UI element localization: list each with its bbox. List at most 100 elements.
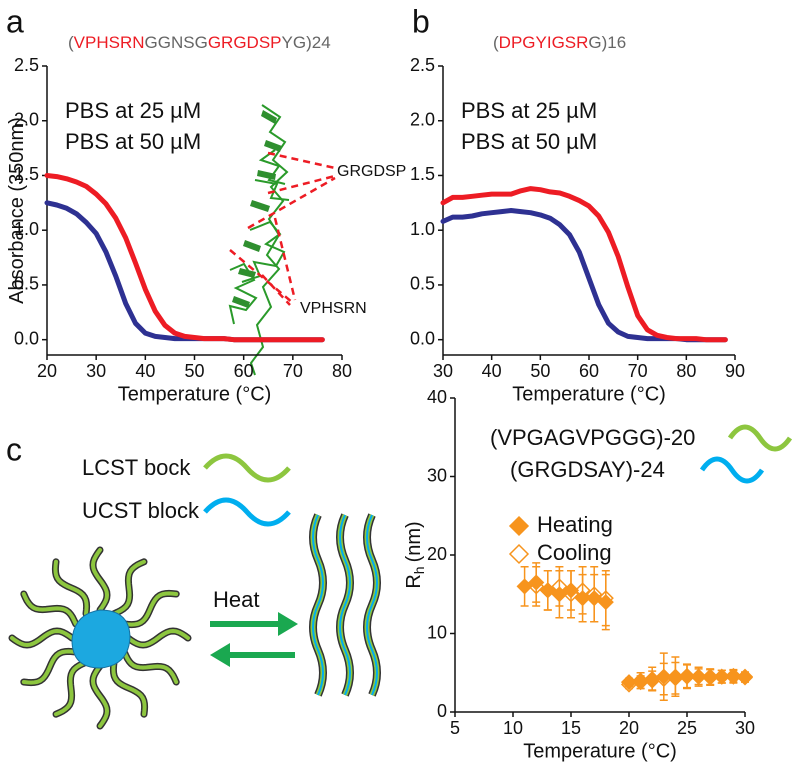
marker [562, 582, 580, 599]
marker [574, 590, 591, 607]
marker [528, 574, 545, 591]
x-tick-label: 15 [561, 718, 581, 738]
data-line [440, 208, 728, 343]
y-axis-label-unit: (nm) [403, 521, 425, 562]
micelle-core [71, 609, 131, 669]
y-tick-label: 30 [427, 465, 447, 485]
marker [551, 586, 568, 603]
micelle-chain [21, 649, 78, 685]
chart-title: (DPGYIGSRG)16 [493, 33, 626, 52]
micelle-chain [10, 628, 74, 648]
legend-label: PBS at 25 µM [65, 98, 201, 123]
marker [736, 669, 754, 686]
x-tick-label: 30 [433, 361, 453, 381]
x-tick-label: 60 [579, 361, 599, 381]
annotation: VPHSRN [300, 300, 367, 317]
micelle-chain [111, 660, 147, 717]
legend-label: Cooling [537, 540, 612, 565]
marker [539, 582, 556, 599]
x-axis-label: Temperature (°C) [523, 740, 677, 762]
micelle-chain [112, 559, 146, 616]
y-tick-label: 2.5 [14, 55, 39, 75]
micelle-chain [122, 650, 179, 684]
ucst-wave-icon [699, 456, 765, 484]
lcst-label: LCST bock [82, 455, 191, 480]
data-line [440, 186, 728, 343]
x-tick-label: 70 [628, 361, 648, 381]
lcst-wave-icon [727, 424, 793, 452]
title-part: GGNSG [145, 33, 208, 52]
x-tick-label: 80 [332, 361, 352, 381]
legend-label: Heating [537, 512, 613, 537]
unimers [309, 513, 381, 697]
x-tick-label: 20 [37, 361, 57, 381]
marker [690, 668, 707, 685]
marker [725, 668, 742, 685]
heat-label: Heat [213, 587, 259, 612]
data-line [44, 200, 325, 343]
ucst-label: UCST block [82, 498, 200, 523]
title-part: DPGYIGSR [499, 33, 589, 52]
marker [713, 668, 730, 685]
reverse-arrow [210, 643, 295, 667]
x-tick-label: 60 [234, 361, 254, 381]
x-tick-label: 30 [86, 361, 106, 381]
y-tick-label: 2.5 [410, 55, 435, 75]
y-tick-label: 0.0 [410, 328, 435, 348]
x-tick-label: 50 [184, 361, 204, 381]
y-axis-label-main: Absorbance (350nm) [6, 117, 28, 304]
y-tick-label: 1.0 [14, 219, 39, 239]
marker [667, 670, 684, 687]
y-tick-label: 1.0 [410, 219, 435, 239]
micelle-chain [122, 591, 179, 627]
micelle-chain [21, 592, 78, 626]
x-axis-label: Temperature (°C) [118, 383, 272, 405]
title-part: ( [493, 33, 499, 52]
annotation: (VPGAGVPGGG)-20 [490, 425, 695, 450]
panel-label: a [6, 3, 24, 39]
micelle-chain [54, 660, 88, 717]
x-tick-label: 80 [676, 361, 696, 381]
y-tick-label: 20 [427, 544, 447, 564]
x-tick-label: 50 [530, 361, 550, 381]
lcst-wave [203, 453, 291, 483]
marker [702, 669, 719, 686]
y-axis-label: Absorbance (350nm) [6, 117, 28, 304]
panel-label: c [6, 431, 22, 467]
annotation: (GRGDSAY)-24 [510, 457, 665, 482]
y-tick-label: 0.5 [14, 274, 39, 294]
micelle-chain [90, 664, 110, 728]
legend-label: PBS at 50 µM [461, 129, 597, 154]
y-tick-label: 0.0 [14, 328, 39, 348]
title-part: VPHSRN [74, 33, 145, 52]
x-tick-label: 90 [725, 361, 745, 381]
x-tick-label: 25 [677, 718, 697, 738]
x-axis-label: Temperature (°C) [512, 383, 666, 405]
title-part: GRGDSP [208, 33, 282, 52]
forward-arrow [210, 612, 298, 636]
marker [597, 594, 614, 611]
callout-lines [229, 151, 336, 306]
ucst-wave [203, 497, 291, 527]
x-tick-label: 5 [450, 718, 460, 738]
y-tick-label: 2.0 [14, 109, 39, 129]
marker [655, 668, 672, 685]
y-tick-label: 40 [427, 387, 447, 407]
x-tick-label: 40 [135, 361, 155, 381]
legend-marker [508, 515, 530, 537]
title-part: G)16 [588, 33, 626, 52]
title-part: ( [68, 33, 74, 52]
y-tick-label: 2.0 [410, 109, 435, 129]
y-tick-label: 1.5 [14, 164, 39, 184]
micelle-chain [126, 628, 190, 648]
chart-title: (VPHSRNGGNSGGRGDSPYG)24 [68, 33, 331, 52]
x-tick-label: 10 [503, 718, 523, 738]
micelle [8, 546, 192, 730]
panel-label: b [412, 3, 430, 39]
marker [678, 668, 696, 685]
marker [586, 590, 603, 607]
micelle-chain [53, 559, 89, 616]
y-tick-label: 10 [427, 622, 447, 642]
y-tick-label: 0 [437, 701, 447, 721]
title-part: YG)24 [282, 33, 331, 52]
